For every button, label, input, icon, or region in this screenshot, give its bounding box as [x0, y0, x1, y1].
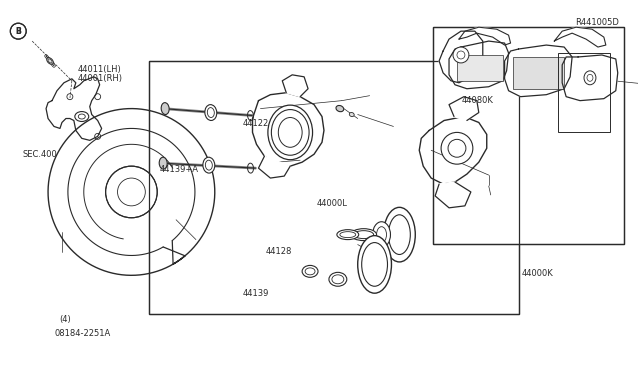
Bar: [149, 61, 518, 314]
Text: R441005D: R441005D: [575, 18, 618, 27]
Ellipse shape: [47, 58, 53, 64]
Text: B: B: [15, 27, 21, 36]
Polygon shape: [259, 156, 290, 178]
Text: 44000K: 44000K: [522, 269, 554, 278]
Ellipse shape: [383, 207, 415, 262]
Text: 44122: 44122: [243, 119, 269, 128]
Ellipse shape: [75, 112, 89, 122]
Ellipse shape: [329, 272, 347, 286]
Circle shape: [453, 47, 469, 63]
Text: 44128: 44128: [266, 247, 292, 256]
Polygon shape: [449, 97, 479, 121]
Ellipse shape: [159, 157, 167, 169]
Polygon shape: [419, 116, 487, 184]
Text: 08184-2251A: 08184-2251A: [54, 329, 111, 338]
Polygon shape: [562, 55, 618, 101]
Ellipse shape: [205, 105, 217, 121]
Polygon shape: [439, 31, 483, 83]
Text: 44080K: 44080K: [461, 96, 493, 105]
Ellipse shape: [161, 103, 169, 115]
Circle shape: [441, 132, 473, 164]
Ellipse shape: [302, 265, 318, 277]
Bar: [558, 53, 610, 132]
Ellipse shape: [358, 235, 392, 293]
Ellipse shape: [203, 157, 215, 173]
Bar: [433, 27, 624, 244]
Ellipse shape: [349, 112, 354, 116]
Text: B: B: [15, 27, 21, 36]
Bar: [457, 55, 502, 81]
Polygon shape: [253, 93, 324, 166]
Polygon shape: [554, 27, 606, 47]
Ellipse shape: [337, 230, 358, 240]
Text: SEC.400: SEC.400: [22, 150, 58, 159]
Text: 44000L: 44000L: [316, 199, 347, 208]
Text: (4): (4): [60, 315, 71, 324]
Ellipse shape: [351, 229, 376, 241]
Polygon shape: [435, 182, 471, 208]
Bar: [433, 27, 624, 244]
Text: 44139+A: 44139+A: [160, 165, 199, 174]
Ellipse shape: [372, 222, 390, 247]
Text: 44001(RH): 44001(RH): [77, 74, 122, 83]
Polygon shape: [449, 41, 509, 89]
Polygon shape: [282, 75, 308, 97]
Ellipse shape: [268, 105, 312, 160]
Bar: [149, 61, 518, 314]
Text: 44011(LH): 44011(LH): [77, 65, 121, 74]
Ellipse shape: [336, 106, 344, 112]
Polygon shape: [459, 27, 511, 45]
Polygon shape: [504, 45, 572, 97]
Circle shape: [106, 166, 157, 218]
Bar: [513, 57, 564, 89]
Text: 44139: 44139: [243, 289, 269, 298]
Polygon shape: [46, 77, 102, 140]
